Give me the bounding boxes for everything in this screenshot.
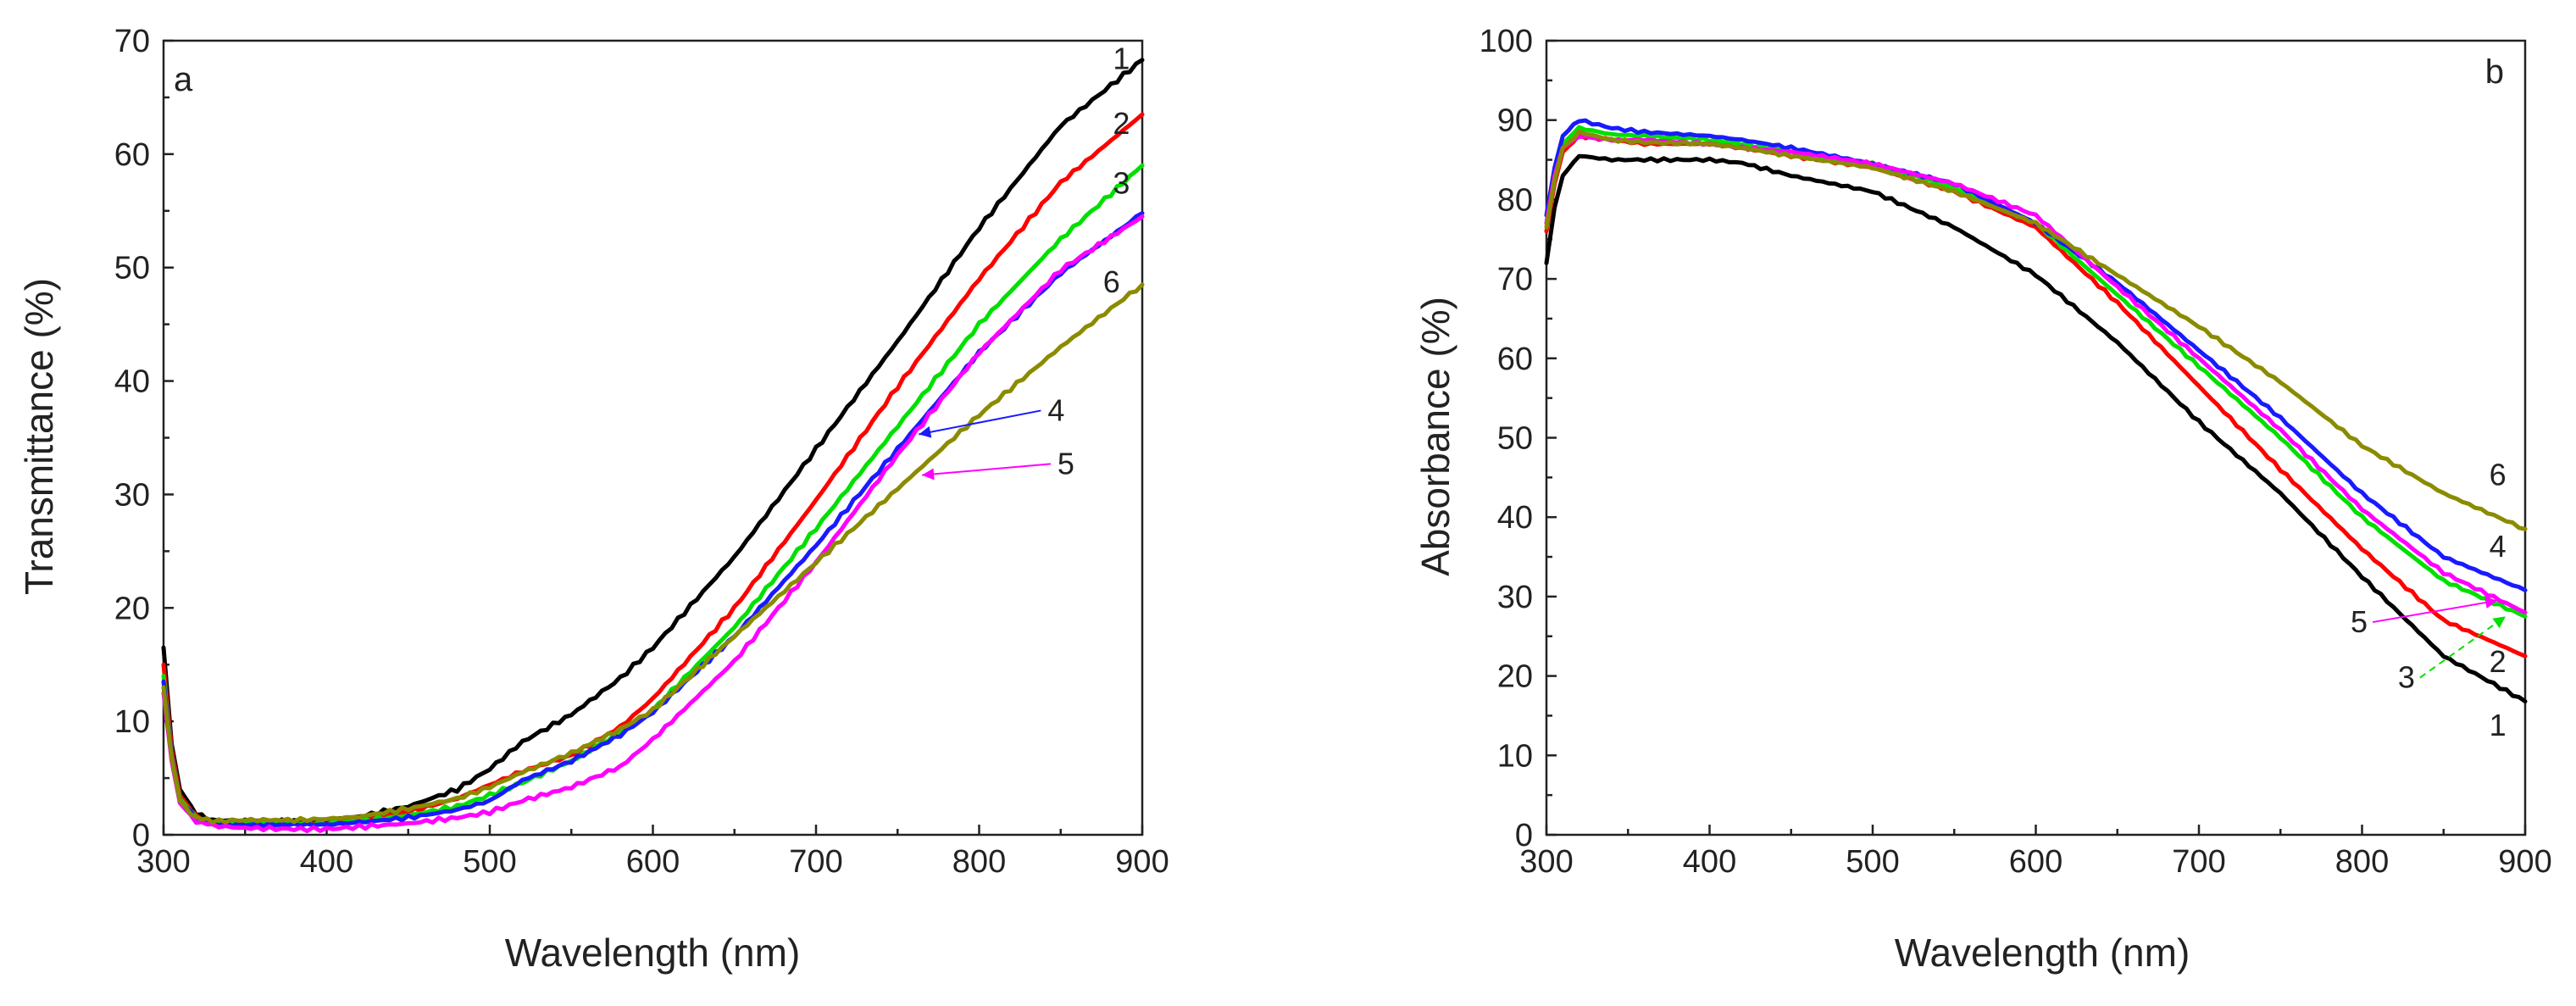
curve-pointer-head-a-5 [922, 468, 935, 481]
x-axis-label-a: Wavelength (nm) [505, 931, 801, 975]
curve-label-a-3: 3 [1113, 166, 1130, 201]
series-line-b-6 [1544, 129, 2528, 531]
x-tick-label-b-500: 500 [1846, 844, 1899, 880]
curve-pointer-head-b-5 [2484, 597, 2498, 609]
chart-a: a Wavelength (nm) Transmittance (%) 300 4… [17, 24, 1169, 975]
y-tick-label-a-50: 50 [114, 251, 150, 286]
y-tick-label-b-30: 30 [1497, 580, 1533, 615]
panel-letter-a: a [174, 61, 193, 98]
x-tick-label-a-400: 400 [300, 844, 353, 880]
curve-label-a-5: 5 [1058, 446, 1074, 481]
curve-label-b-3: 3 [2398, 660, 2415, 695]
x-tick-label-b-600: 600 [2009, 844, 2062, 880]
x-tick-label-a-900: 900 [1115, 844, 1169, 880]
x-tick-label-a-800: 800 [952, 844, 1006, 880]
x-tick-label-a-700: 700 [789, 844, 842, 880]
curve-pointer-b-5 [2372, 599, 2498, 624]
x-axis-label-b: Wavelength (nm) [1895, 931, 2190, 975]
panel-letter-b: b [2485, 53, 2504, 91]
curve-pointer-a-4 [919, 409, 1041, 436]
curve-label-b-2: 2 [2490, 644, 2507, 679]
curve-pointer-a-5 [922, 463, 1051, 476]
y-tick-label-a-10: 10 [114, 704, 150, 740]
x-tick-label-a-300: 300 [136, 844, 190, 880]
curve-label-a-2: 2 [1113, 106, 1130, 141]
series-line-b-1 [1544, 153, 2528, 704]
y-tick-label-a-0: 0 [132, 818, 150, 853]
y-tick-label-b-20: 20 [1497, 659, 1533, 695]
curve-label-a-1: 1 [1113, 41, 1130, 75]
series-line-a-5 [161, 214, 1145, 834]
curve-pointer-head-a-4 [919, 425, 932, 438]
curve-label-b-1: 1 [2490, 708, 2507, 742]
curve-pointer-b-3 [2419, 615, 2507, 679]
x-tick-label-b-400: 400 [1683, 844, 1736, 880]
curve-label-b-6: 6 [2490, 458, 2507, 492]
x-tick-label-b-800: 800 [2335, 844, 2389, 880]
y-tick-label-b-80: 80 [1497, 182, 1533, 218]
y-tick-label-b-90: 90 [1497, 103, 1533, 139]
y-tick-label-b-10: 10 [1497, 738, 1533, 774]
y-tick-label-b-70: 70 [1497, 262, 1533, 297]
x-tick-label-a-500: 500 [463, 844, 516, 880]
chart-b: b Wavelength (nm) Absorbance (%) 300 400 5… [1413, 24, 2552, 975]
curve-label-a-4: 4 [1047, 392, 1064, 427]
curve-pointer-head-b-3 [2492, 616, 2506, 629]
y-axis-label-a: Transmittance (%) [17, 278, 61, 595]
y-tick-label-b-40: 40 [1497, 500, 1533, 536]
x-tick-label-b-300: 300 [1519, 844, 1573, 880]
y-tick-label-b-60: 60 [1497, 342, 1533, 377]
curve-label-a-6: 6 [1103, 264, 1120, 299]
x-tick-label-b-900: 900 [2498, 844, 2551, 880]
series-line-a-6 [161, 282, 1145, 825]
y-tick-label-a-40: 40 [114, 364, 150, 400]
y-axis-label-b: Absorbance (%) [1413, 297, 1457, 576]
curve-label-b-4: 4 [2490, 529, 2507, 564]
y-tick-label-b-50: 50 [1497, 421, 1533, 457]
x-tick-label-a-600: 600 [626, 844, 680, 880]
y-tick-label-a-60: 60 [114, 137, 150, 173]
y-tick-label-a-70: 70 [114, 24, 150, 59]
y-tick-label-b-0: 0 [1515, 818, 1533, 853]
y-tick-label-a-20: 20 [114, 591, 150, 626]
curve-label-b-5: 5 [2351, 604, 2368, 639]
y-tick-label-a-30: 30 [114, 477, 150, 513]
y-tick-label-b-100: 100 [1480, 24, 1533, 59]
x-tick-label-b-700: 700 [2172, 844, 2225, 880]
